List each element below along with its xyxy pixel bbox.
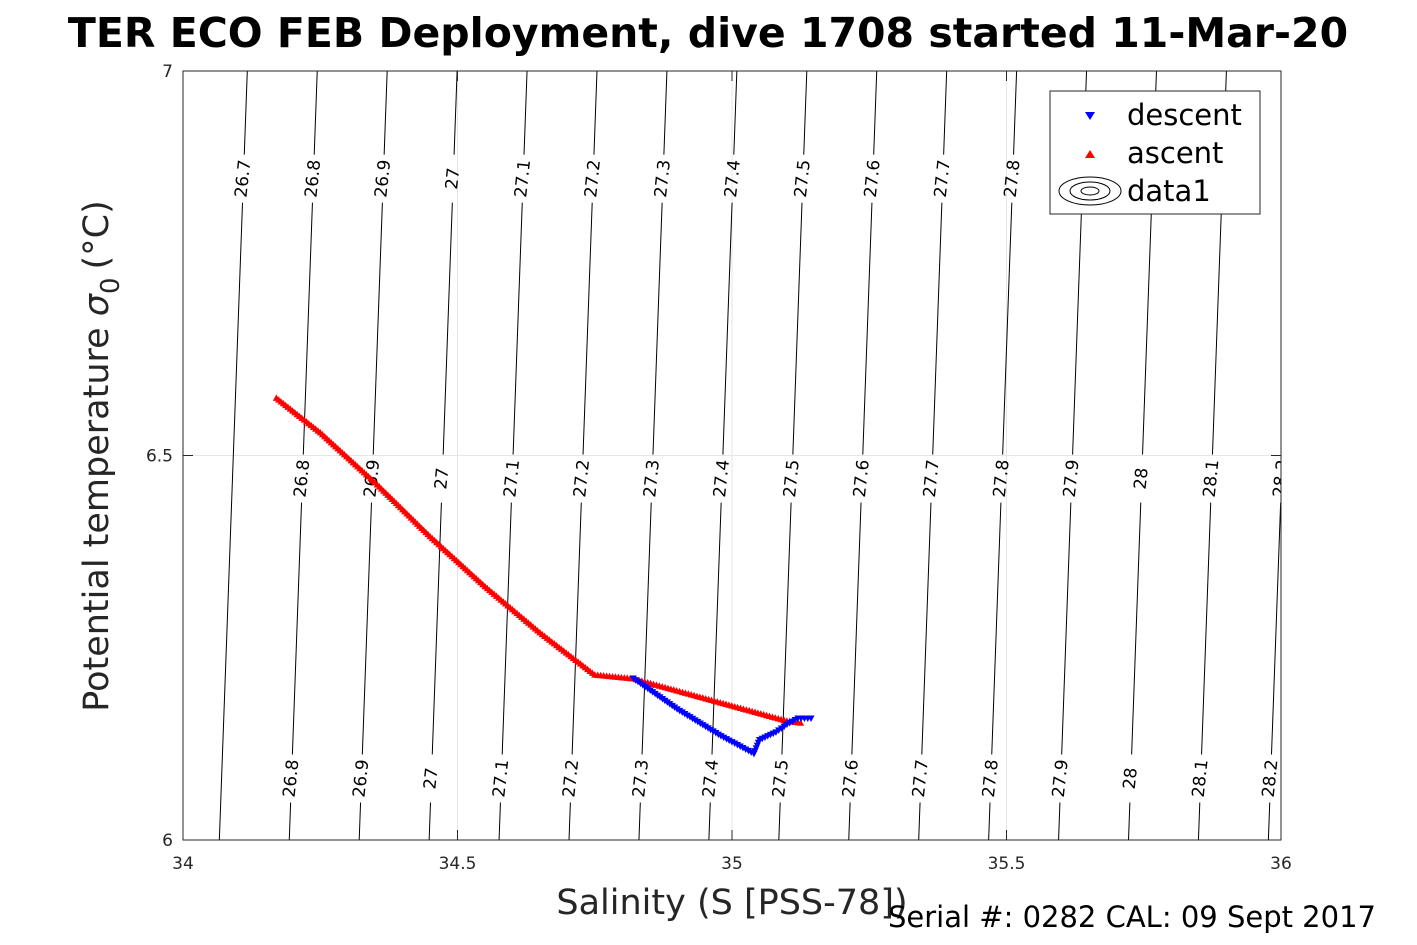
contour-label-r1-13: 28.1 [1200,459,1224,499]
x-tick-label-2: 35 [721,854,743,874]
contour-line-9 [848,71,878,840]
contour-label-r1-7: 27.5 [780,459,804,499]
contour-label-r2-15: 28.3 [1329,759,1353,799]
contour-label-r2-13: 28.1 [1189,759,1213,799]
chart-title: TER ECO FEB Deployment, dive 1708 starte… [68,9,1348,57]
contour-line-1 [288,71,318,840]
legend-box [1049,90,1261,215]
contour-label-r0-0: 26.7 [231,159,255,199]
contour-label-r1-14: 28.2 [1270,459,1294,499]
contour-label-r2-6: 27.4 [699,759,723,799]
contour-label-r2-0: 26.8 [280,759,304,799]
contour-line-5 [568,71,598,840]
contour-label-r0-3: 27 [442,167,464,191]
x-tick-label-3: 35.5 [988,854,1026,874]
density-contours: 26.7 26.8 26.9 27 27.1 27.2 27.3 27.4 27.5 27.6 27… [218,71,1366,840]
contour-label-r0-11: 27.8 [1001,159,1025,199]
legend-label-ascent: ascent [1127,136,1223,170]
contour-line-11 [988,71,1018,840]
contour-label-r0-1: 26.8 [301,159,325,199]
contour-label-r2-10: 27.8 [979,759,1003,799]
serial-cal-info: Serial #: 0282 CAL: 09 Sept 2017 [888,900,1376,934]
point-ascent-213 [797,719,805,726]
legend-marker-data1 [1058,176,1122,206]
contour-label-r2-7: 27.5 [769,759,793,799]
contour-label-r1-10: 27.8 [990,459,1014,499]
y-axis-label-sigma: σ [77,292,117,316]
contour-label-r2-8: 27.6 [839,759,863,799]
x-tick-label-1: 34.5 [439,854,477,874]
contour-line-16 [1338,71,1366,840]
contour-label-r1-12: 28 [1131,467,1153,491]
contour-label-r2-4: 27.2 [559,759,583,799]
x-tick-label-0: 34 [172,854,194,874]
contour-label-r2-14: 28.2 [1259,759,1283,799]
contour-line-3 [428,71,458,840]
series-descent [629,675,815,758]
contour-line-8 [778,71,808,840]
contour-label-r1-2: 27 [431,467,453,491]
contour-label-r1-6: 27.4 [710,459,734,499]
legend-marker-ascent [1085,150,1095,158]
y-axis-label-main: Potential temperature [77,327,117,711]
contour-label-r0-4: 27.1 [511,159,535,199]
contour-label-r1-4: 27.2 [570,459,594,499]
contour-label-r0-7: 27.4 [721,159,745,199]
contour-label-r2-2: 27 [420,767,442,791]
contour-label-r1-11: 27.9 [1060,459,1084,499]
contour-line-15 [1267,479,1281,840]
contour-line-0 [218,71,248,840]
contour-label-r2-1: 26.9 [350,759,374,799]
y-tick-label-0: 6 [162,831,173,851]
contour-label-r0-6: 27.3 [651,159,675,199]
contour-label-r2-9: 27.7 [909,759,933,799]
contour-label-r2-5: 27.3 [629,759,653,799]
legend-marker-descent [1085,112,1095,120]
contour-label-r1-0: 26.8 [290,459,314,499]
contour-label-r1-3: 27.1 [500,459,524,499]
x-tick-label-4: 36 [1270,854,1292,874]
contour-line-10 [918,71,948,840]
contour-label-r1-5: 27.3 [640,459,664,499]
contour-label-r0-15: 28.2 [1281,159,1305,199]
contour-line-7 [708,71,738,840]
contour-label-r0-9: 27.6 [861,159,885,199]
contour-label-r1-8: 27.6 [850,459,874,499]
y-axis-label: Potential temperature σ0 (°C) [77,200,126,712]
y-axis-label-unit: (°C) [77,200,117,269]
legend-label-descent: descent [1127,98,1242,132]
contour-label-r0-2: 26.9 [371,159,395,199]
contour-label-r0-5: 27.2 [581,159,605,199]
contour-line-2 [358,71,388,840]
contour-label-r2-12: 28 [1120,767,1142,791]
y-tick-label-1: 6.5 [146,447,173,467]
contour-label-r0-8: 27.5 [791,159,815,199]
contour-label-r1-9: 27.7 [920,459,944,499]
contour-label-r2-11: 27.9 [1049,759,1073,799]
y-axis-label-subscript: 0 [96,277,126,294]
y-tick-label-2: 7 [162,62,173,82]
contour-label-r2-3: 27.1 [489,759,513,799]
contour-line-4 [498,71,528,840]
x-axis-label: Salinity (S [PSS-78]) [556,883,907,923]
contour-label-r0-10: 27.7 [931,159,955,199]
contour-lines [218,71,1366,840]
point-descent-70 [807,715,815,722]
legend: descent ascent data1 [1049,90,1261,215]
axis-ticks: 34 34.5 35 35.5 36 6 6.5 7 [146,62,1292,874]
contour-line-6 [638,71,668,840]
legend-label-data1: data1 [1127,174,1211,208]
